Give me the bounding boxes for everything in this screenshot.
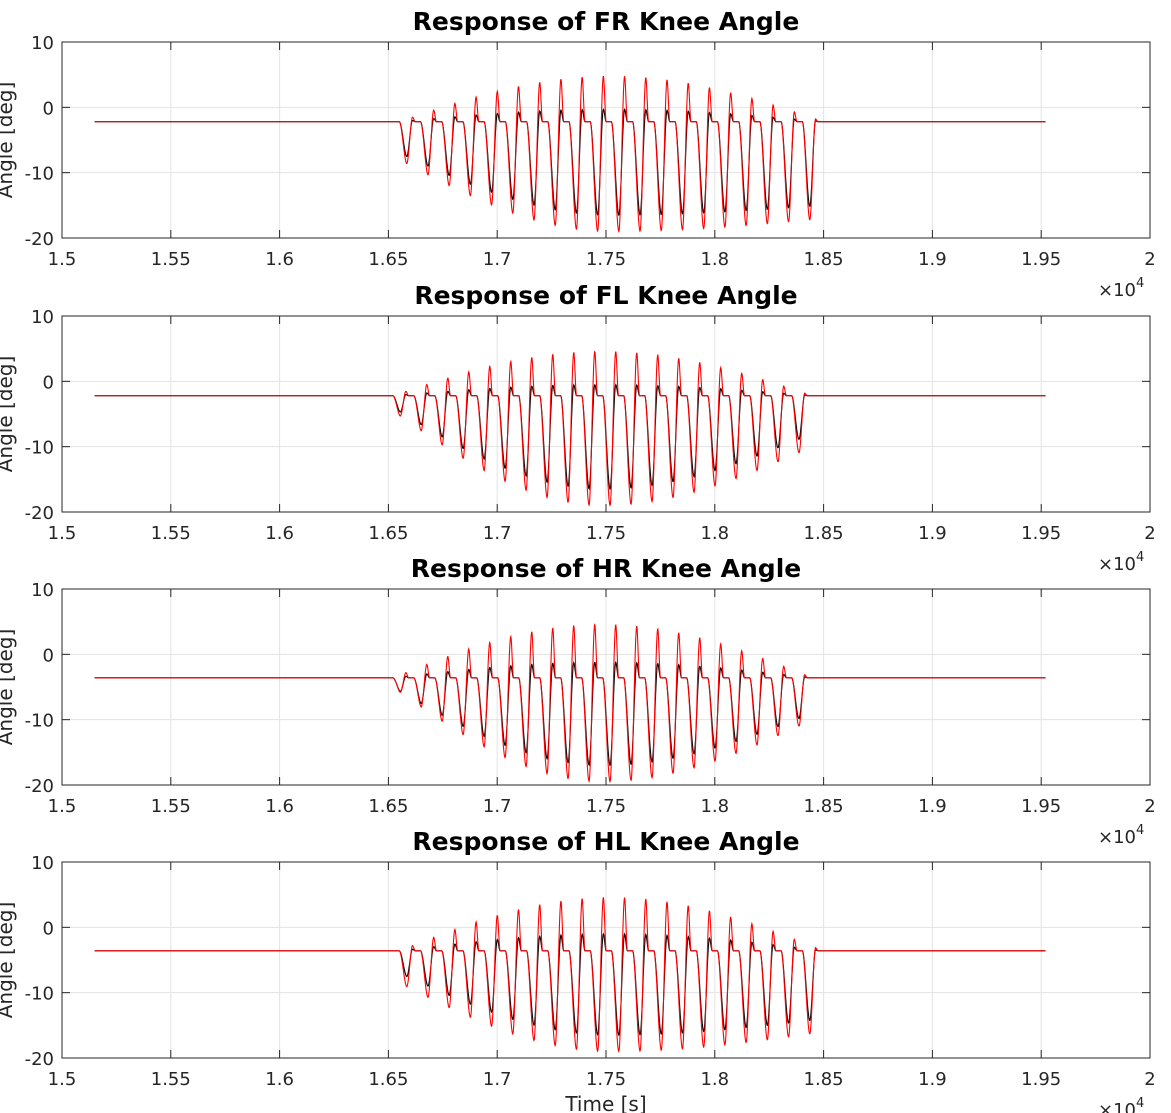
x-tick-label: 1.6	[265, 1069, 294, 1090]
x-axis-label: Time [s]	[564, 1092, 646, 1113]
x-axis-multiplier: ×104	[1098, 823, 1144, 848]
x-axis-multiplier: ×104	[1098, 1096, 1144, 1113]
y-tick-label: 10	[31, 580, 54, 601]
chart-title: Response of HR Knee Angle	[411, 554, 801, 583]
x-axis-multiplier: ×104	[1098, 276, 1144, 301]
y-tick-label: 10	[31, 307, 54, 328]
x-tick-label: 2	[1144, 249, 1155, 270]
x-tick-label: 1.65	[368, 1069, 408, 1090]
y-tick-label: -10	[25, 438, 54, 459]
x-multiplier-base: ×10	[1098, 280, 1136, 301]
y-tick-label: 0	[43, 645, 54, 666]
x-tick-label: 1.6	[265, 249, 294, 270]
x-tick-label: 1.5	[48, 523, 77, 544]
x-multiplier-base: ×10	[1098, 827, 1136, 848]
x-tick-label: 1.5	[48, 796, 77, 817]
x-tick-label: 1.75	[586, 796, 626, 817]
x-tick-label: 1.6	[265, 796, 294, 817]
x-tick-label: 1.9	[918, 523, 947, 544]
series-line-2	[94, 75, 1046, 233]
x-multiplier-base: ×10	[1098, 554, 1136, 575]
x-tick-label: 1.7	[483, 796, 512, 817]
x-tick-label: 1.65	[368, 796, 408, 817]
y-tick-label: -20	[25, 1049, 54, 1070]
x-tick-label: 1.65	[368, 249, 408, 270]
x-tick-label: 1.95	[1021, 796, 1061, 817]
x-axis-multiplier: ×104	[1098, 550, 1144, 575]
x-tick-label: 1.65	[368, 523, 408, 544]
x-tick-label: 1.9	[918, 249, 947, 270]
x-multiplier-exponent: 4	[1136, 823, 1144, 838]
x-tick-label: 1.55	[151, 523, 191, 544]
y-tick-label: -10	[25, 984, 54, 1005]
y-tick-label: -20	[25, 503, 54, 524]
x-tick-label: 1.95	[1021, 1069, 1061, 1090]
chart-3: 1.5 1.55 1.6 1.65 1.7 1.75 1.8 1.85 1.9 1.95 2 -20 -…	[0, 554, 1156, 848]
chart-title: Response of FL Knee Angle	[414, 281, 797, 310]
x-tick-label: 1.5	[48, 1069, 77, 1090]
x-tick-label: 1.85	[804, 1069, 844, 1090]
x-multiplier-exponent: 4	[1136, 1096, 1144, 1111]
chart-1: 1.5 1.55 1.6 1.65 1.7 1.75 1.8 1.85 1.9 1.95 2 -20 -…	[0, 7, 1156, 301]
x-multiplier-base: ×10	[1098, 1100, 1136, 1113]
x-tick-label: 1.75	[586, 1069, 626, 1090]
x-tick-label: 1.85	[804, 796, 844, 817]
y-tick-label: -20	[25, 229, 54, 250]
chart-2: 1.5 1.55 1.6 1.65 1.7 1.75 1.8 1.85 1.9 1.95 2 -20 -…	[0, 281, 1156, 575]
y-tick-label: 0	[43, 98, 54, 119]
x-tick-label: 1.5	[48, 249, 77, 270]
x-tick-label: 1.55	[151, 796, 191, 817]
x-tick-label: 2	[1144, 1069, 1155, 1090]
series-line-2	[94, 623, 1046, 784]
x-tick-label: 1.8	[700, 249, 729, 270]
x-multiplier-exponent: 4	[1136, 276, 1144, 291]
x-tick-label: 1.75	[586, 523, 626, 544]
y-tick-label: -10	[25, 164, 54, 185]
x-tick-label: 1.95	[1021, 523, 1061, 544]
y-axis-label: Angle [deg]	[0, 902, 17, 1019]
x-tick-label: 1.8	[700, 523, 729, 544]
y-axis-label: Angle [deg]	[0, 629, 17, 746]
x-tick-label: 2	[1144, 523, 1155, 544]
x-tick-label: 1.85	[804, 523, 844, 544]
y-axis-label: Angle [deg]	[0, 356, 17, 473]
y-axis-label: Angle [deg]	[0, 82, 17, 199]
x-tick-label: 1.75	[586, 249, 626, 270]
series-line-2	[94, 350, 1046, 507]
y-tick-label: -20	[25, 776, 54, 797]
y-tick-label: 10	[31, 33, 54, 54]
x-tick-label: 1.55	[151, 249, 191, 270]
x-tick-label: 1.7	[483, 523, 512, 544]
x-tick-label: 1.8	[700, 796, 729, 817]
y-tick-label: 0	[43, 918, 54, 939]
series-line-2	[94, 897, 1046, 1053]
y-tick-label: 10	[31, 853, 54, 874]
x-tick-label: 1.6	[265, 523, 294, 544]
x-tick-label: 1.55	[151, 1069, 191, 1090]
x-tick-label: 1.7	[483, 249, 512, 270]
x-tick-label: 1.85	[804, 249, 844, 270]
y-tick-label: 0	[43, 372, 54, 393]
chart-4: 1.5 1.55 1.6 1.65 1.7 1.75 1.8 1.85 1.9 1.95 2 -20 -…	[0, 827, 1156, 1113]
chart-title: Response of FR Knee Angle	[413, 7, 800, 36]
x-tick-label: 2	[1144, 796, 1155, 817]
x-multiplier-exponent: 4	[1136, 550, 1144, 565]
x-tick-label: 1.8	[700, 1069, 729, 1090]
x-tick-label: 1.9	[918, 796, 947, 817]
x-tick-label: 1.7	[483, 1069, 512, 1090]
chart-title: Response of HL Knee Angle	[412, 827, 799, 856]
y-tick-label: -10	[25, 711, 54, 732]
x-tick-label: 1.9	[918, 1069, 947, 1090]
x-tick-label: 1.95	[1021, 249, 1061, 270]
